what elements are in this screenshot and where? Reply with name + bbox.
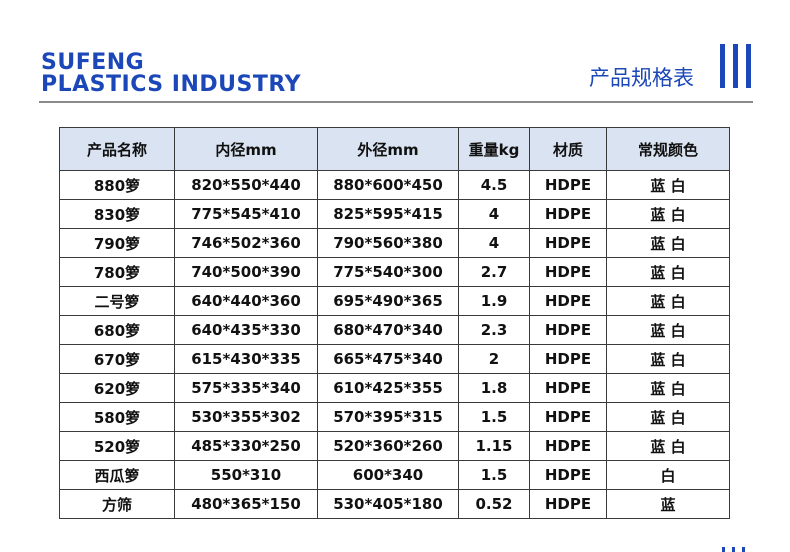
color-cell: 白 <box>606 460 730 490</box>
column-header: 常规颜色 <box>606 127 730 171</box>
weight-cell: 1.5 <box>458 402 530 432</box>
product-name-cell: 790箩 <box>59 228 175 258</box>
outer-size-cell: 790*560*380 <box>317 228 459 258</box>
column-header: 内径mm <box>174 127 318 171</box>
product-name-cell: 520箩 <box>59 431 175 461</box>
color-cell: 蓝 白 <box>606 170 730 200</box>
product-name-cell: 二号箩 <box>59 286 175 316</box>
weight-cell: 2 <box>458 344 530 374</box>
column-header: 产品名称 <box>59 127 175 171</box>
inner-size-cell: 480*365*150 <box>174 489 318 519</box>
color-cell: 蓝 白 <box>606 228 730 258</box>
weight-cell: 4 <box>458 199 530 229</box>
product-name-cell: 680箩 <box>59 315 175 345</box>
table-row: 方筛 480*365*150 530*405*180 0.52 HDPE 蓝 <box>59 489 730 519</box>
column-header: 外径mm <box>317 127 459 171</box>
product-name-cell: 方筛 <box>59 489 175 519</box>
color-cell: 蓝 白 <box>606 286 730 316</box>
table-row: 580箩 530*355*302 570*395*315 1.5 HDPE 蓝 白 <box>59 402 730 432</box>
weight-cell: 1.15 <box>458 431 530 461</box>
product-name-cell: 880箩 <box>59 170 175 200</box>
brand-line-1: SUFENG <box>41 50 145 75</box>
inner-size-cell: 530*355*302 <box>174 402 318 432</box>
product-name-cell: 580箩 <box>59 402 175 432</box>
outer-size-cell: 695*490*365 <box>317 286 459 316</box>
weight-cell: 2.7 <box>458 257 530 287</box>
header-divider <box>39 101 753 103</box>
color-cell: 蓝 白 <box>606 344 730 374</box>
material-cell: HDPE <box>529 431 607 461</box>
color-cell: 蓝 白 <box>606 373 730 403</box>
weight-cell: 1.9 <box>458 286 530 316</box>
product-name-cell: 620箩 <box>59 373 175 403</box>
product-name-cell: 西瓜箩 <box>59 460 175 490</box>
outer-size-cell: 680*470*340 <box>317 315 459 345</box>
inner-size-cell: 746*502*360 <box>174 228 318 258</box>
spec-table: 产品名称 内径mm 外径mm 重量kg 材质 常规颜色 880箩 820*550*… <box>59 127 730 519</box>
table-body: 880箩 820*550*440 880*600*450 4.5 HDPE 蓝 白 830箩… <box>59 170 730 519</box>
weight-cell: 4 <box>458 228 530 258</box>
outer-size-cell: 570*395*315 <box>317 402 459 432</box>
table-header-row: 产品名称 内径mm 外径mm 重量kg 材质 常规颜色 <box>59 127 730 171</box>
weight-cell: 4.5 <box>458 170 530 200</box>
page-title: 产品规格表 <box>589 66 694 90</box>
outer-size-cell: 825*595*415 <box>317 199 459 229</box>
inner-size-cell: 640*435*330 <box>174 315 318 345</box>
color-cell: 蓝 白 <box>606 199 730 229</box>
inner-size-cell: 740*500*390 <box>174 257 318 287</box>
table-row: 780箩 740*500*390 775*540*300 2.7 HDPE 蓝 白 <box>59 257 730 287</box>
outer-size-cell: 775*540*300 <box>317 257 459 287</box>
weight-cell: 2.3 <box>458 315 530 345</box>
outer-size-cell: 665*475*340 <box>317 344 459 374</box>
outer-size-cell: 600*340 <box>317 460 459 490</box>
table-row: 二号箩 640*440*360 695*490*365 1.9 HDPE 蓝 白 <box>59 286 730 316</box>
product-name-cell: 830箩 <box>59 199 175 229</box>
weight-cell: 1.8 <box>458 373 530 403</box>
inner-size-cell: 820*550*440 <box>174 170 318 200</box>
material-cell: HDPE <box>529 315 607 345</box>
material-cell: HDPE <box>529 170 607 200</box>
title-bars-decoration <box>720 44 752 88</box>
color-cell: 蓝 白 <box>606 402 730 432</box>
weight-cell: 0.52 <box>458 489 530 519</box>
inner-size-cell: 640*440*360 <box>174 286 318 316</box>
table-row: 790箩 746*502*360 790*560*380 4 HDPE 蓝 白 <box>59 228 730 258</box>
column-header: 材质 <box>529 127 607 171</box>
inner-size-cell: 575*335*340 <box>174 373 318 403</box>
material-cell: HDPE <box>529 460 607 490</box>
table-row: 670箩 615*430*335 665*475*340 2 HDPE 蓝 白 <box>59 344 730 374</box>
product-name-cell: 670箩 <box>59 344 175 374</box>
material-cell: HDPE <box>529 199 607 229</box>
inner-size-cell: 550*310 <box>174 460 318 490</box>
color-cell: 蓝 白 <box>606 431 730 461</box>
color-cell: 蓝 白 <box>606 315 730 345</box>
weight-cell: 1.5 <box>458 460 530 490</box>
outer-size-cell: 880*600*450 <box>317 170 459 200</box>
material-cell: HDPE <box>529 257 607 287</box>
brand-line-2: PLASTICS INDUSTRY <box>41 72 302 97</box>
outer-size-cell: 530*405*180 <box>317 489 459 519</box>
outer-size-cell: 610*425*355 <box>317 373 459 403</box>
material-cell: HDPE <box>529 402 607 432</box>
material-cell: HDPE <box>529 489 607 519</box>
material-cell: HDPE <box>529 286 607 316</box>
color-cell: 蓝 <box>606 489 730 519</box>
inner-size-cell: 485*330*250 <box>174 431 318 461</box>
column-header: 重量kg <box>458 127 530 171</box>
color-cell: 蓝 白 <box>606 257 730 287</box>
product-name-cell: 780箩 <box>59 257 175 287</box>
table-row: 520箩 485*330*250 520*360*260 1.15 HDPE 蓝 白 <box>59 431 730 461</box>
outer-size-cell: 520*360*260 <box>317 431 459 461</box>
brand-logo-text: SUFENG PLASTICS INDUSTRY <box>41 52 301 96</box>
inner-size-cell: 775*545*410 <box>174 199 318 229</box>
table-row: 西瓜箩 550*310 600*340 1.5 HDPE 白 <box>59 460 730 490</box>
table-row: 620箩 575*335*340 610*425*355 1.8 HDPE 蓝 白 <box>59 373 730 403</box>
material-cell: HDPE <box>529 344 607 374</box>
material-cell: HDPE <box>529 228 607 258</box>
table-row: 830箩 775*545*410 825*595*415 4 HDPE 蓝 白 <box>59 199 730 229</box>
inner-size-cell: 615*430*335 <box>174 344 318 374</box>
table-row: 880箩 820*550*440 880*600*450 4.5 HDPE 蓝 白 <box>59 170 730 200</box>
table-row: 680箩 640*435*330 680*470*340 2.3 HDPE 蓝 白 <box>59 315 730 345</box>
material-cell: HDPE <box>529 373 607 403</box>
